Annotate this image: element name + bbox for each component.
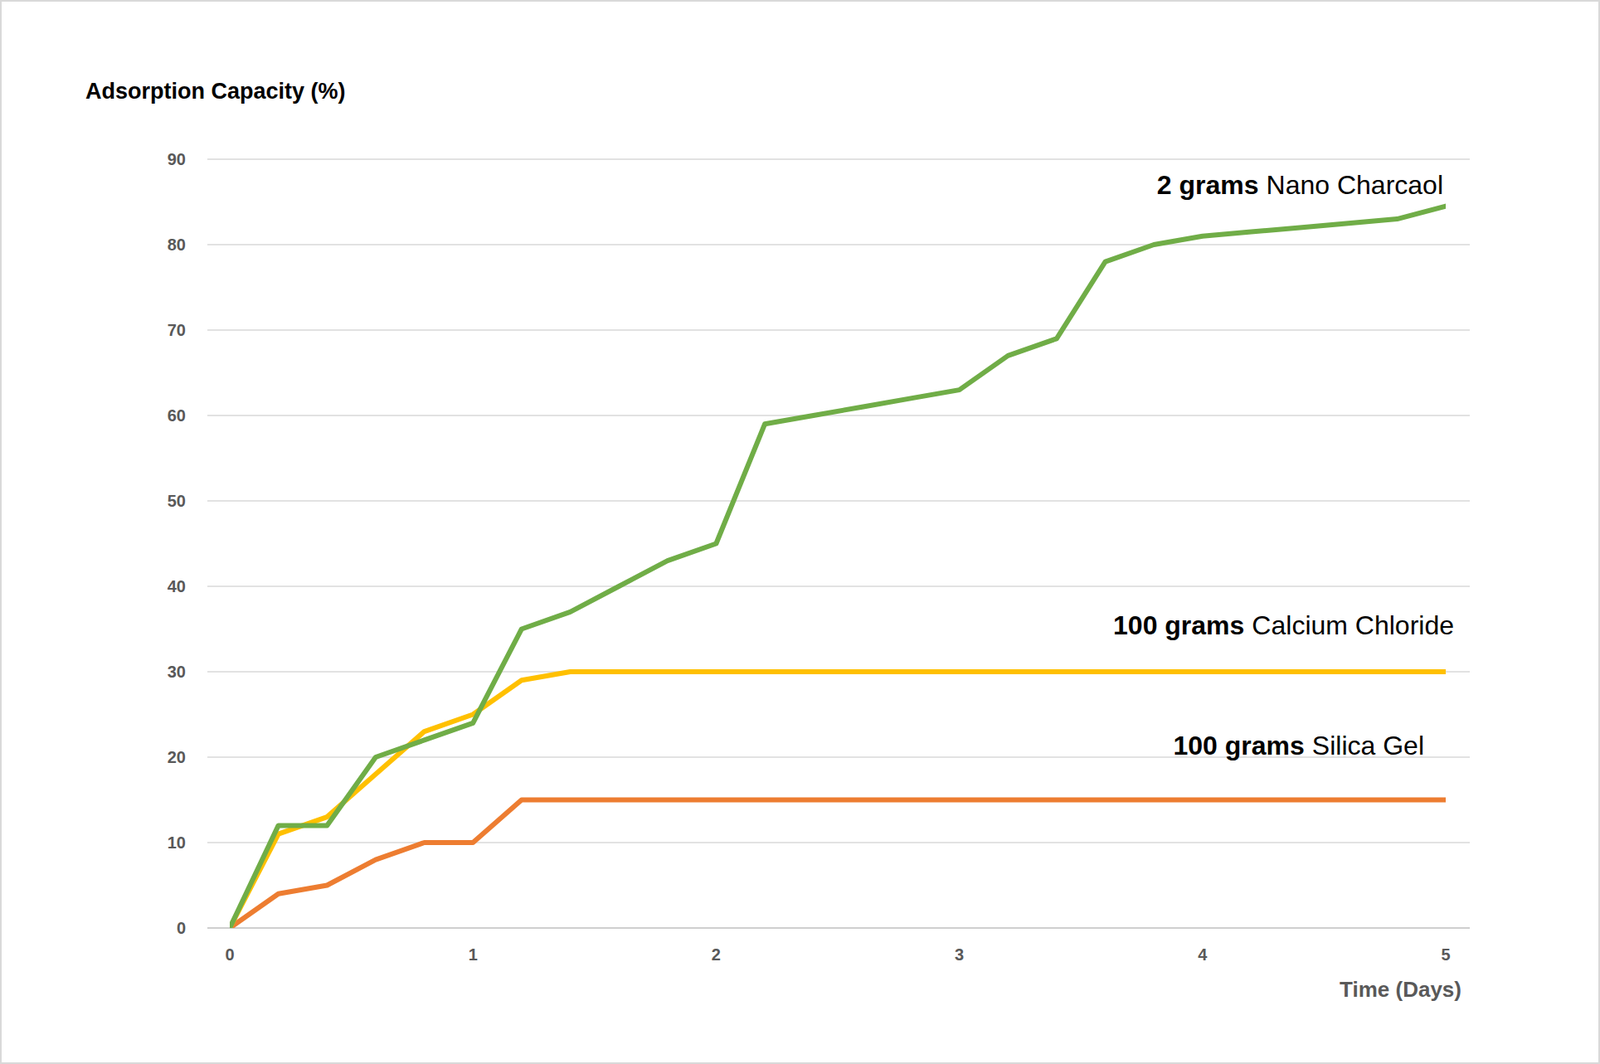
x-tick-label: 4 [1197,945,1208,964]
series-label-amount: 100 grams [1113,610,1245,641]
grid-line [207,500,1470,502]
x-tick-label: 1 [468,945,478,964]
x-tick-label: 0 [224,945,234,964]
y-tick-label: 50 [167,491,186,511]
series-line [229,671,1446,929]
series-label: 100 gramsSilica Gel [1173,730,1425,761]
grid-line [207,243,1470,246]
y-tick-label: 0 [176,919,186,938]
grid-line [207,927,1470,929]
grid-line [207,158,1470,161]
series-label: 2 gramsNano Charcaol [1157,170,1444,200]
y-tick-label: 80 [167,235,186,254]
series-label-name: Calcium Chloride [1251,610,1455,641]
x-tick-label: 3 [954,945,964,964]
grid-line [207,585,1470,588]
y-tick-label: 90 [167,150,186,169]
grid-line [207,841,1470,844]
y-tick-label: 60 [167,406,186,425]
chart: Adsorption Capacity (%)01020304050607080… [0,0,1600,1064]
y-tick-label: 70 [167,320,186,340]
y-tick-label: 10 [167,833,186,852]
x-tick-label: 2 [711,945,721,964]
series-line [229,206,1446,929]
series-label-name: Silica Gel [1312,730,1425,761]
series-label: 100 gramsCalcium Chloride [1113,610,1455,641]
grid-line [207,414,1470,417]
x-axis-title: Time (Days) [1339,977,1462,1002]
plot-area [229,206,1446,929]
series-label-amount: 100 grams [1173,730,1305,761]
chart-wrap: Adsorption Capacity (%)01020304050607080… [0,0,1600,1064]
y-axis-title: Adsorption Capacity (%) [85,78,346,104]
chart-frame [0,0,1600,1064]
series-label-name: Nano Charcaol [1266,170,1444,200]
y-tick-label: 30 [167,662,186,681]
grid-line [207,329,1470,331]
x-tick-label: 5 [1440,945,1450,964]
series-label-amount: 2 grams [1157,170,1260,200]
y-tick-label: 40 [167,577,186,596]
y-tick-label: 20 [167,748,186,767]
series-line [229,800,1446,929]
